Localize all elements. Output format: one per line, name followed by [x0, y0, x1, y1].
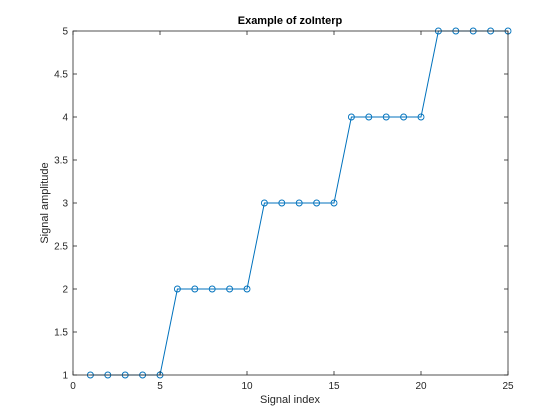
data-point-marker [260, 199, 268, 207]
x-axis-ticks: 0 5 10 15 20 25 [70, 31, 514, 392]
y-tick-label: 5 [62, 27, 68, 38]
data-point-marker [313, 199, 321, 207]
x-tick-label: 0 [70, 381, 76, 392]
y-tick-label: 4 [62, 113, 68, 124]
y-axis-ticks: 1 1.5 2 2.5 3 3.5 4 4.5 5 [54, 27, 508, 382]
x-tick-label: 25 [502, 381, 514, 392]
y-tick-label: 3 [62, 199, 68, 210]
y-tick-label: 2.5 [54, 242, 68, 253]
data-point-marker [278, 199, 286, 207]
data-point-marker [347, 113, 355, 121]
y-tick-label: 2 [62, 285, 68, 296]
data-point-marker [365, 113, 373, 121]
y-tick-label: 4.5 [54, 70, 68, 81]
data-point-marker [243, 285, 251, 293]
data-point-marker [226, 285, 234, 293]
data-point-marker [173, 285, 181, 293]
x-tick-label: 20 [415, 381, 427, 392]
x-tick-label: 10 [241, 381, 253, 392]
y-tick-label: 1 [62, 371, 68, 382]
x-axis-label: Signal index [260, 394, 320, 406]
y-tick-label: 1.5 [54, 328, 68, 339]
chart-title: Example of zoInterp [238, 15, 343, 27]
data-point-marker [330, 199, 338, 207]
y-tick-label: 3.5 [54, 156, 68, 167]
data-point-marker [295, 199, 303, 207]
data-point-marker [208, 285, 216, 293]
data-point-marker [191, 285, 199, 293]
data-point-marker [417, 113, 425, 121]
x-tick-label: 15 [328, 381, 340, 392]
x-tick-label: 5 [157, 381, 163, 392]
data-point-marker [400, 113, 408, 121]
data-point-marker [382, 113, 390, 121]
y-axis-label: Signal amplitude [39, 162, 51, 243]
